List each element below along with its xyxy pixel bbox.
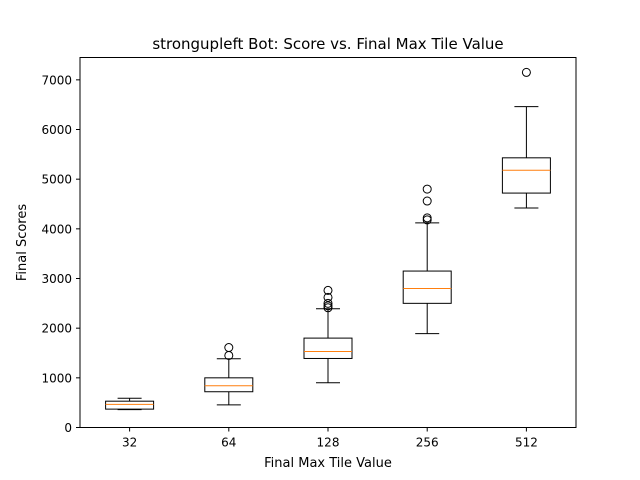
outlier-point <box>323 285 333 295</box>
box-iqr <box>204 377 254 393</box>
box-group-32 <box>105 397 155 411</box>
box-group-64 <box>204 343 254 406</box>
outlier-point <box>422 213 432 223</box>
x-tick-label: 512 <box>515 436 538 450</box>
outlier-point <box>422 184 432 194</box>
plot-area <box>105 67 551 411</box>
box-iqr <box>402 270 452 304</box>
x-tick-label: 256 <box>416 436 439 450</box>
box-group-256 <box>402 184 452 335</box>
box-iqr <box>105 400 155 410</box>
x-tick-label: 128 <box>317 436 340 450</box>
box-group-512 <box>501 67 551 209</box>
y-tick-label: 2000 <box>41 322 72 336</box>
y-axis: 0 1000 2000 3000 4000 5000 6000 7000 <box>41 73 80 435</box>
y-tick-label: 4000 <box>41 222 72 236</box>
y-axis-label: Final Scores <box>15 204 30 282</box>
box-group-128 <box>303 285 353 384</box>
outlier-point <box>521 67 531 77</box>
x-axis-label: Final Max Tile Value <box>264 456 392 471</box>
y-tick-label: 5000 <box>41 173 72 187</box>
x-tick-label: 64 <box>221 436 236 450</box>
y-tick-label: 7000 <box>41 73 72 87</box>
y-tick-label: 3000 <box>41 272 72 286</box>
outlier-point <box>224 343 234 353</box>
outlier-point <box>323 298 333 308</box>
chart-title: strongupleft Bot: Score vs. Final Max Ti… <box>152 35 503 53</box>
box-iqr <box>501 157 551 194</box>
x-axis: 32 64 128 256 512 <box>122 427 538 450</box>
box-iqr <box>303 337 353 359</box>
outlier-point <box>323 292 333 302</box>
outlier-point <box>422 196 432 206</box>
y-tick-label: 0 <box>64 421 72 435</box>
y-tick-label: 6000 <box>41 123 72 137</box>
y-tick-label: 1000 <box>41 371 72 385</box>
x-tick-label: 32 <box>122 436 137 450</box>
